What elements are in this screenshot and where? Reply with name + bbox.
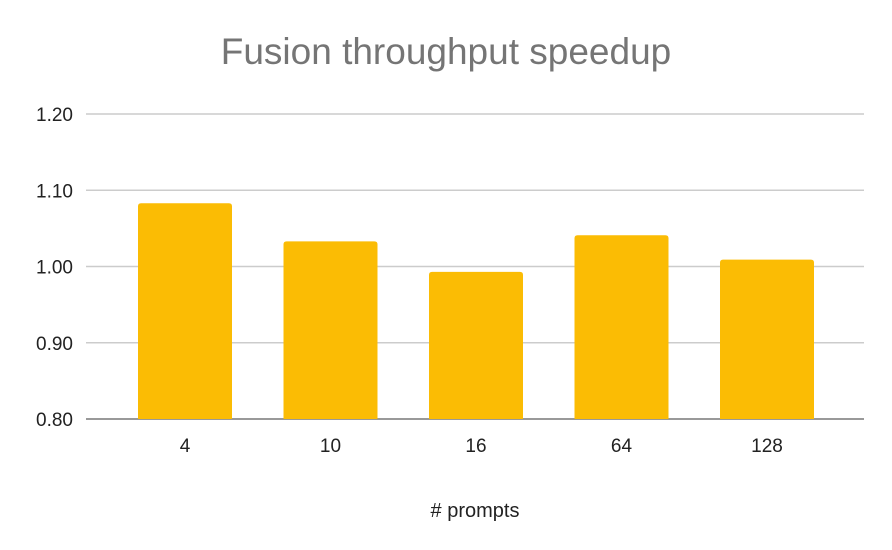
bars: [138, 203, 814, 419]
bar-10: [283, 241, 378, 419]
bar-64: [574, 235, 669, 419]
y-tick-label: 1.00: [36, 258, 73, 279]
x-tick-label: 10: [320, 436, 341, 457]
bar-16: [429, 271, 523, 419]
x-axis-label: # prompts: [431, 500, 520, 522]
y-tick-label: 0.90: [36, 334, 73, 355]
x-tick-label: 16: [465, 436, 486, 457]
y-tick-label: 0.80: [36, 410, 73, 431]
bar-128: [720, 259, 814, 419]
bar-4: [138, 203, 232, 419]
y-tick-label: 1.20: [36, 105, 73, 126]
x-tick-label: 64: [611, 436, 633, 457]
x-tick-label: 4: [180, 436, 191, 457]
x-axis-ticks: 4 10 16 64 128: [180, 436, 783, 457]
y-axis-ticks: 0.80 0.90 1.00 1.10 1.20: [36, 105, 73, 431]
x-tick-label: 128: [751, 436, 783, 457]
y-tick-label: 1.10: [36, 181, 73, 202]
chart-title: Fusion throughput speedup: [221, 31, 672, 72]
